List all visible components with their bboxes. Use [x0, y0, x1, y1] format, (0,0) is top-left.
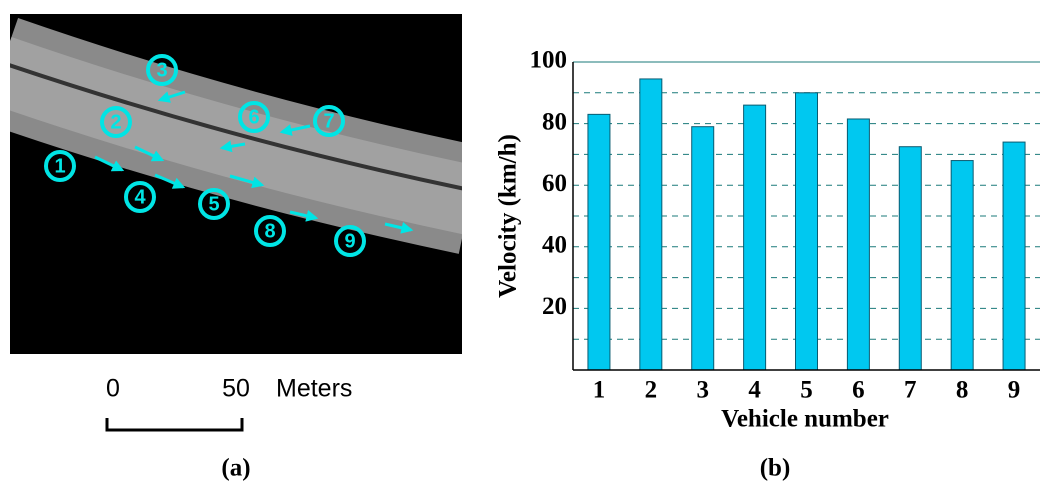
bar	[743, 104, 767, 371]
scale-end: 50	[222, 375, 250, 403]
vehicle-arrow	[229, 174, 265, 189]
scale-unit: Meters	[276, 375, 352, 403]
bar	[587, 113, 611, 371]
x-tick-label: 6	[852, 377, 865, 404]
x-tick-label: 3	[696, 377, 709, 404]
y-tick-label: 100	[530, 47, 568, 74]
vehicle-label: 5	[208, 193, 219, 215]
x-tick-label: 8	[956, 377, 969, 404]
vehicle-arrow	[384, 221, 414, 234]
vehicle-label: 2	[110, 111, 121, 133]
vehicle-arrow	[157, 90, 186, 103]
vehicle-arrow	[134, 145, 165, 162]
bar	[846, 118, 870, 371]
vehicle-label: 9	[344, 230, 355, 252]
x-axis-label: Vehicle number	[721, 406, 889, 433]
x-tick-label: 4	[748, 377, 761, 404]
bar	[691, 126, 715, 371]
y-tick-label: 80	[542, 108, 567, 135]
vehicle-marker	[238, 101, 270, 133]
vehicle-label: 4	[134, 186, 146, 208]
x-tick-label: 1	[593, 377, 606, 404]
y-tick-label: 20	[542, 293, 567, 320]
bar	[795, 92, 818, 371]
vehicle-marker	[334, 225, 366, 257]
y-tick-label: 40	[542, 232, 567, 259]
vehicle-label: 7	[323, 110, 334, 132]
y-tick-label: 60	[542, 170, 567, 197]
vehicle-marker	[198, 188, 230, 220]
vehicle-label: 8	[264, 220, 275, 242]
vehicle-label: 6	[248, 106, 259, 128]
bar	[950, 160, 974, 371]
vehicle-marker	[254, 215, 286, 247]
vehicle-marker	[44, 150, 76, 182]
y-axis-label: Velocity (km/h)	[495, 134, 522, 298]
bar	[1002, 141, 1026, 371]
bar	[898, 146, 922, 371]
vehicle-marker	[146, 54, 178, 86]
vehicle-label: 1	[54, 155, 65, 177]
vehicle-arrow	[154, 173, 186, 189]
vehicle-label: 3	[156, 59, 167, 81]
road-image	[10, 14, 462, 354]
scale-start: 0	[106, 375, 120, 403]
vehicle-marker	[124, 181, 156, 213]
x-tick-label: 2	[645, 377, 658, 404]
vehicle-arrow	[94, 155, 125, 172]
x-tick-label: 7	[904, 377, 917, 404]
scale-bar: 0 50 Meters	[105, 375, 352, 432]
x-tick-label: 5	[800, 377, 813, 404]
vehicle-arrow	[279, 124, 311, 136]
caption-b: (b)	[760, 455, 791, 482]
caption-a: (a)	[221, 455, 250, 482]
x-tick-label: 9	[1008, 377, 1021, 404]
bar	[639, 78, 663, 371]
vehicle-marker	[313, 105, 345, 137]
vehicle-marker	[100, 106, 132, 138]
vehicle-arrow	[219, 140, 246, 153]
vehicle-arrow	[289, 209, 319, 222]
